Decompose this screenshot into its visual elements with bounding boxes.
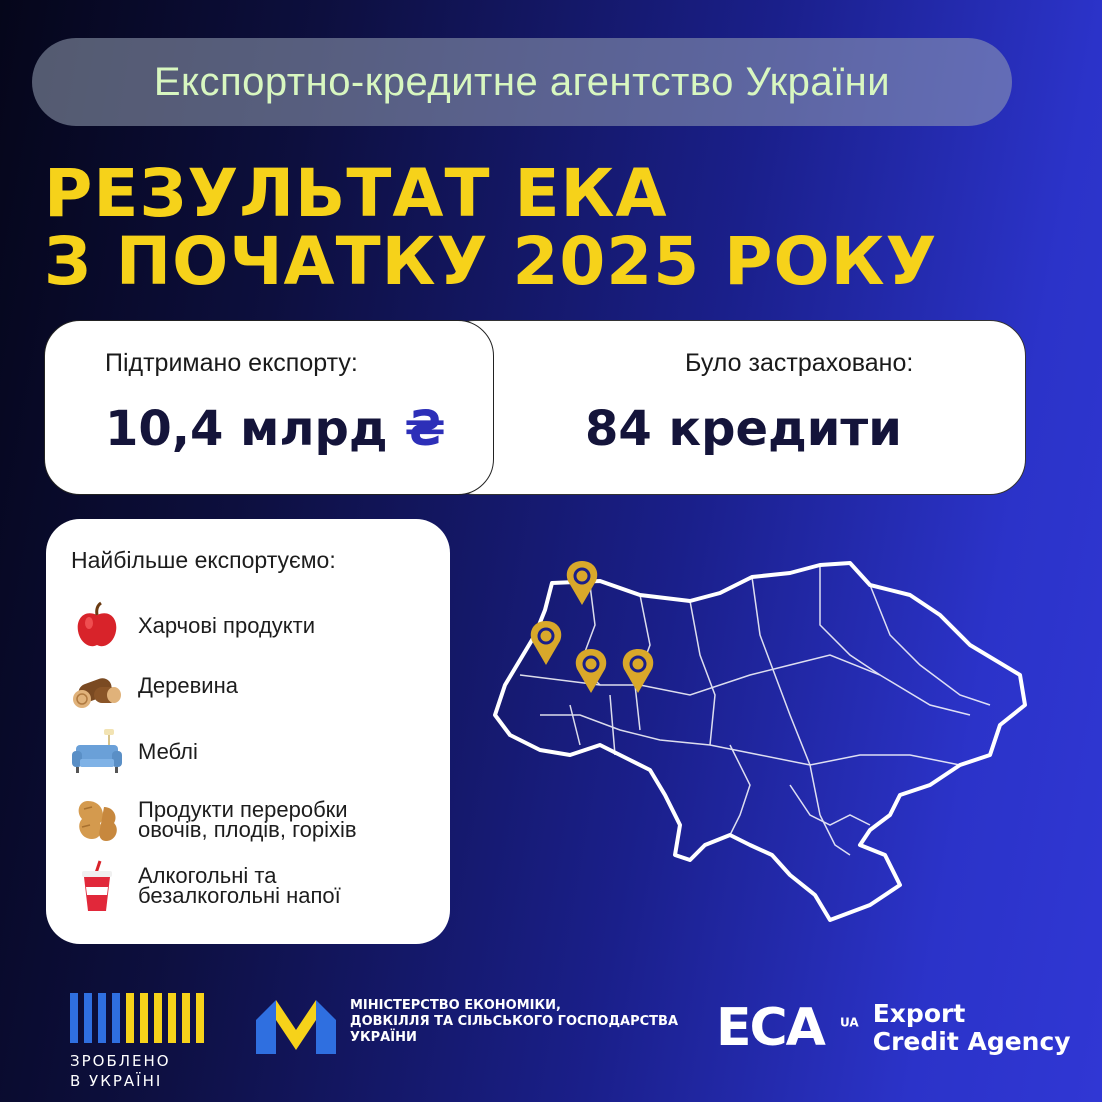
insured-number: 84 bbox=[585, 401, 652, 457]
ukraine-map bbox=[493, 561, 1027, 922]
insured-label: Було застраховано: bbox=[685, 349, 914, 377]
export-item-food: Харчові продукти bbox=[70, 599, 315, 653]
export-item-processed-produce: Продукти переробки овочів, плодів, горіх… bbox=[70, 793, 357, 847]
ministry-emblem-icon bbox=[256, 1000, 336, 1054]
export-item-beverages: Алкогольні та безалкогольні напої bbox=[70, 859, 341, 913]
stats-row: Було застраховано: 84 кредити Підтримано… bbox=[44, 320, 1026, 495]
export-amount: 10,4 млрд bbox=[105, 401, 388, 457]
ministry-logo: МІНІСТЕРСТВО ЕКОНОМІКИ, ДОВКІЛЛЯ ТА СІЛЬ… bbox=[256, 990, 710, 1054]
title-line-1: РЕЗУЛЬТАТ ЕКА bbox=[44, 155, 668, 232]
eca-badge: UA bbox=[840, 1015, 859, 1030]
ministry-line-2: ДОВКІЛЛЯ ТА СІЛЬСЬКОГО ГОСПОДАРСТВА bbox=[350, 1014, 679, 1029]
export-item-label: Меблі bbox=[138, 739, 198, 764]
sofa-icon bbox=[72, 729, 122, 773]
made-in-ukraine-logo: ЗРОБЛЕНО В УКРАЇНІ bbox=[70, 993, 204, 1091]
eca-mark: ECA UA bbox=[716, 998, 859, 1058]
top-exports-card: Найбільше експортуємо: Харчові продукти … bbox=[46, 519, 450, 944]
export-item-label-line-1: Алкогольні та bbox=[138, 863, 277, 888]
location-pins bbox=[530, 561, 654, 693]
wood-logs-icon bbox=[73, 678, 121, 708]
ministry-line-1: МІНІСТЕРСТВО ЕКОНОМІКИ, bbox=[350, 998, 561, 1013]
eca-logo: ECA UA Export Credit Agency bbox=[716, 998, 1071, 1058]
made-line-2: В УКРАЇНІ bbox=[70, 1072, 163, 1090]
oblast-borders bbox=[519, 565, 991, 856]
map-pin bbox=[575, 649, 607, 693]
export-support-label: Підтримано експорту: bbox=[105, 349, 358, 377]
made-line-1: ЗРОБЛЕНО bbox=[70, 1052, 171, 1070]
agency-name-pill: Експортно-кредитне агентство України bbox=[32, 38, 1012, 126]
apple-icon bbox=[77, 601, 117, 647]
export-item-label-line-2: овочів, плодів, горіхів bbox=[138, 817, 357, 842]
export-item-label: Алкогольні та безалкогольні напої bbox=[138, 863, 341, 908]
top-exports-title: Найбільше експортуємо: bbox=[71, 547, 336, 573]
map-pin bbox=[622, 649, 654, 693]
eca-line-2: Credit Agency bbox=[872, 1027, 1071, 1056]
export-item-label: Деревина bbox=[138, 673, 238, 698]
export-item-label-line-2: безалкогольні напої bbox=[138, 883, 341, 908]
made-in-ukraine-bars bbox=[70, 993, 204, 1043]
export-item-label: Продукти переробки овочів, плодів, горіх… bbox=[138, 797, 357, 842]
drink-cup-icon bbox=[82, 860, 112, 911]
export-support-card: Підтримано експорту: 10,4 млрд ₴ bbox=[44, 320, 494, 495]
insured-value: 84 кредити bbox=[585, 401, 902, 457]
export-item-label-line-1: Продукти переробки bbox=[138, 797, 348, 822]
insured-card: Було застраховано: 84 кредити bbox=[439, 320, 1026, 495]
export-item-furniture: Меблі bbox=[70, 725, 198, 779]
map-pin bbox=[530, 621, 562, 665]
page-title: РЕЗУЛЬТАТ ЕКА З ПОЧАТКУ 2025 РОКУ bbox=[44, 160, 937, 296]
export-support-value: 10,4 млрд ₴ bbox=[105, 401, 446, 457]
map-pin bbox=[566, 561, 598, 605]
ministry-line-3: УКРАЇНИ bbox=[350, 1030, 417, 1045]
export-item-label: Харчові продукти bbox=[138, 613, 316, 638]
agency-name: Експортно-кредитне агентство України bbox=[153, 59, 891, 104]
eca-line-1: Export bbox=[872, 999, 966, 1028]
title-line-2: З ПОЧАТКУ 2025 РОКУ bbox=[44, 223, 938, 300]
hryvnia-sign: ₴ bbox=[404, 401, 446, 457]
insured-word: кредити bbox=[668, 401, 902, 457]
export-item-wood: Деревина bbox=[70, 659, 238, 713]
peanut-icon bbox=[78, 801, 117, 841]
ukraine-outline bbox=[493, 561, 1027, 922]
